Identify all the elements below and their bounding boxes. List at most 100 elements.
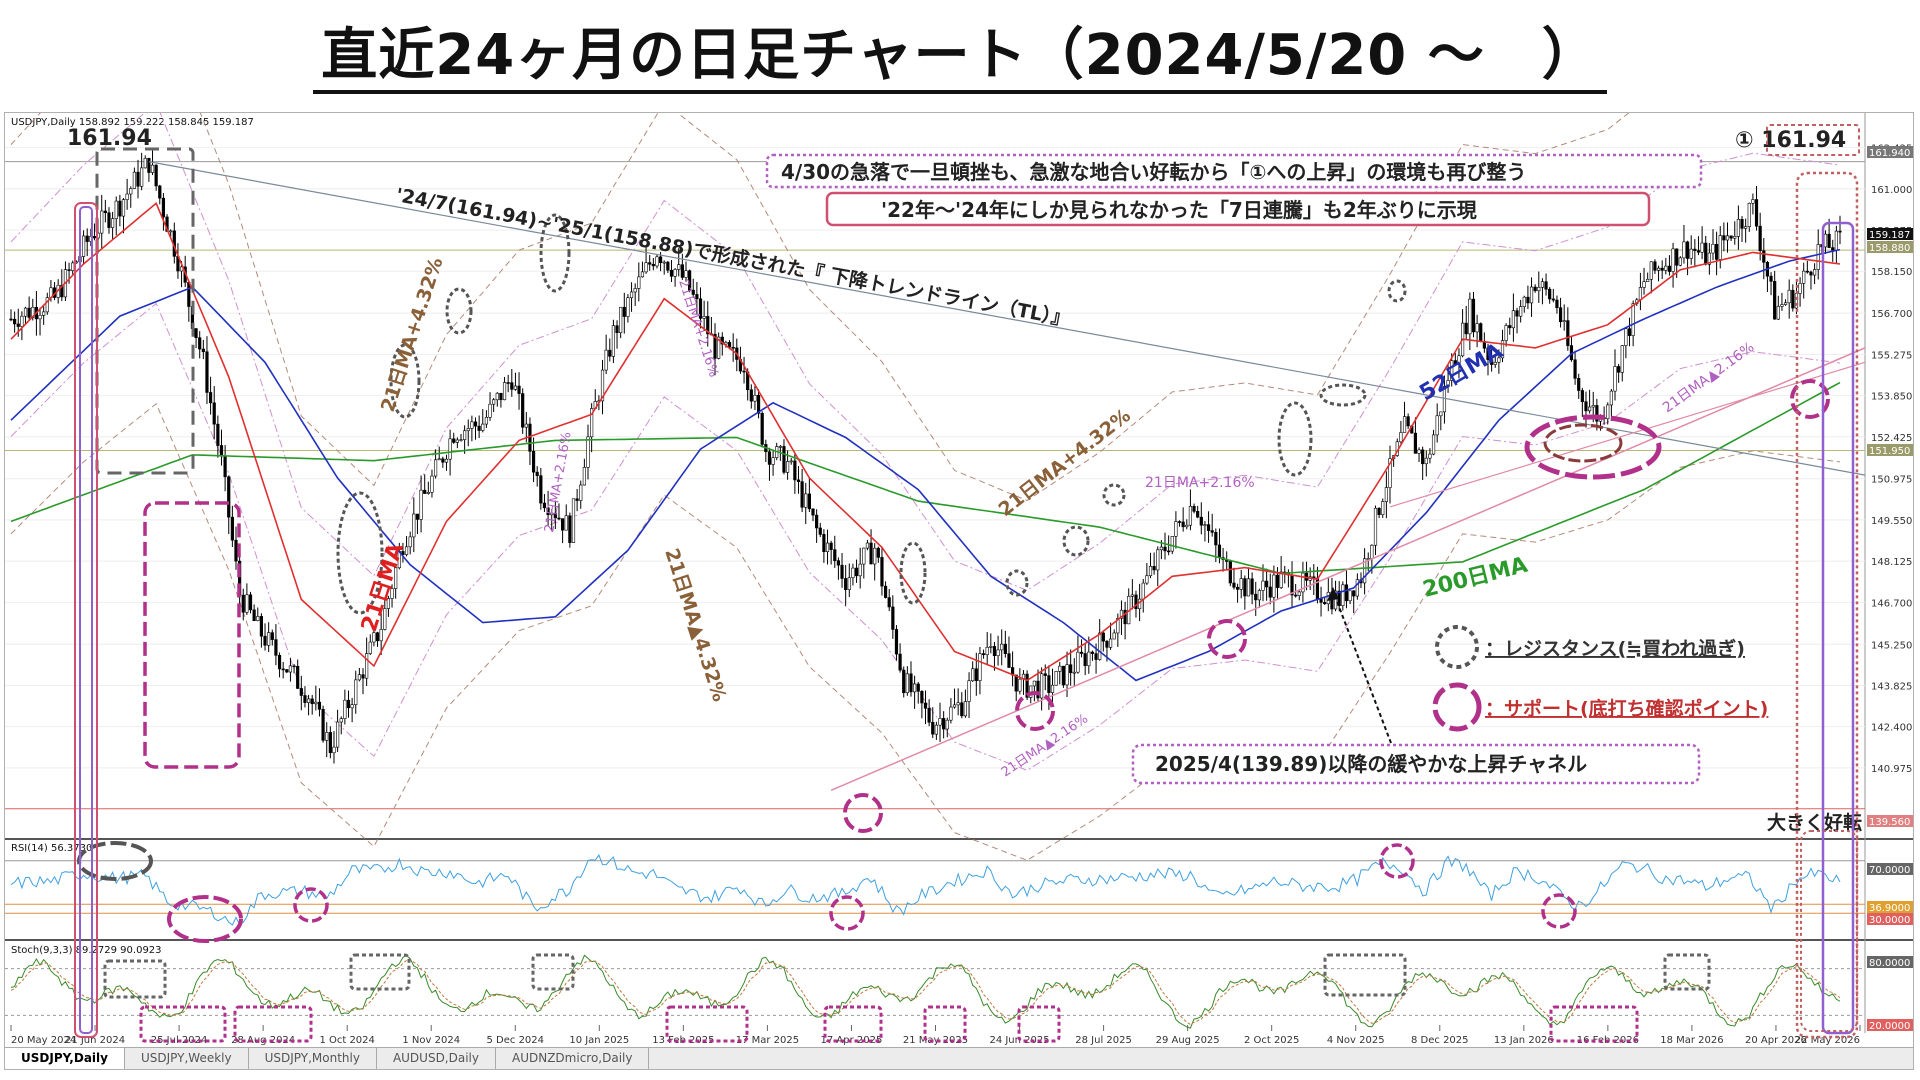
candle-body	[1323, 602, 1327, 605]
candle-body	[1783, 302, 1788, 305]
candle-body	[1548, 288, 1552, 300]
candle-body	[1341, 584, 1345, 607]
candle-body	[1014, 674, 1018, 692]
candle-body	[702, 316, 706, 319]
candle-body	[42, 311, 46, 316]
candle-body	[1700, 242, 1704, 253]
tab-audusd-daily[interactable]: AUDUSD,Daily	[377, 1048, 496, 1069]
candle-body	[1232, 582, 1236, 588]
price-tag-bg-151950	[1867, 444, 1913, 456]
rsi-marker	[1541, 893, 1577, 929]
candle-body	[1685, 241, 1690, 259]
candle-body	[1421, 449, 1425, 465]
candle-body	[524, 423, 528, 428]
candle-body	[23, 307, 28, 317]
y-tick-label: 156.700	[1871, 309, 1912, 320]
mt4-chart-window[interactable]: USDJPY,Daily 158.892 159.222 158.845 159…	[4, 112, 1914, 1070]
candle-body	[1595, 405, 1599, 422]
candle-body	[619, 306, 623, 334]
candle-body	[753, 394, 757, 402]
candle-body	[1061, 665, 1066, 686]
resistance-marker	[899, 541, 927, 605]
candle-body	[1435, 415, 1439, 436]
candle-body	[1555, 299, 1559, 309]
candle-body	[557, 517, 561, 520]
candle-body	[695, 294, 699, 300]
candle-body	[789, 460, 793, 463]
tab-usdjpy-weekly[interactable]: USDJPY,Weekly	[125, 1048, 249, 1069]
tab-usdjpy-daily[interactable]: USDJPY,Daily	[5, 1048, 125, 1069]
support-marker	[1015, 691, 1055, 731]
candle-body	[1638, 287, 1643, 301]
stoch-signal-line	[10, 959, 1841, 1026]
candle-body	[1689, 248, 1693, 259]
ma200-line	[10, 381, 1841, 575]
candle-body	[419, 489, 423, 520]
candle-body	[1072, 671, 1076, 674]
candle-body	[444, 458, 449, 463]
candle-body	[1047, 675, 1051, 693]
tab-audnzd-daily[interactable]: AUDNZDmicro,Daily	[496, 1048, 650, 1069]
candle-body	[1301, 572, 1305, 593]
title-text: 直近24ヶ月の日足チャート（2024/5/20 ～ ）	[313, 23, 1607, 94]
note1-box	[765, 153, 1703, 189]
candle-body	[336, 721, 340, 748]
rsi-tag-70: 70.0000	[1869, 865, 1910, 876]
candle-body	[1751, 199, 1755, 204]
candle-body	[1235, 586, 1240, 590]
x-tick-label: 1 Oct 2024	[319, 1035, 374, 1046]
x-tick-label: 22 May 2026	[1795, 1035, 1860, 1046]
candle-body	[205, 351, 209, 393]
candle-body	[1188, 506, 1193, 526]
candle-body	[92, 236, 97, 239]
rsi-marker	[829, 895, 865, 931]
channel-arrow-head	[1327, 587, 1339, 601]
candle-body	[455, 439, 459, 443]
x-tick-label: 21 May 2025	[903, 1035, 968, 1046]
candle-body	[1744, 226, 1748, 229]
candle-body	[891, 606, 895, 630]
candle-body	[1431, 434, 1436, 455]
candle-body	[1631, 303, 1635, 336]
price-chart[interactable]: USDJPY,Daily 158.892 159.222 158.845 159…	[5, 113, 1913, 1047]
candle-body	[590, 408, 594, 438]
candle-body	[114, 200, 118, 219]
candle-body	[1007, 653, 1011, 668]
candle-body	[248, 594, 253, 611]
candle-body	[927, 707, 931, 723]
candle-body	[394, 567, 398, 589]
candle-body	[121, 199, 126, 217]
candle-body	[1468, 298, 1472, 335]
candle-body	[1446, 380, 1450, 387]
resistance-marker	[1319, 383, 1367, 407]
candle-body	[1664, 265, 1668, 271]
candle-body	[898, 653, 902, 671]
tab-usdjpy-monthly[interactable]: USDJPY,Monthly	[249, 1048, 377, 1069]
candle-body	[1515, 310, 1519, 317]
candle-body	[437, 458, 441, 461]
candle-body	[1707, 252, 1711, 265]
candle-body	[216, 423, 220, 446]
candle-body	[372, 632, 376, 643]
stoch-oversold-box	[1017, 1005, 1061, 1043]
stoch-oversold-box	[1549, 1005, 1639, 1043]
highlight-box-right-red	[1795, 171, 1859, 1039]
big-turn-label: 大きく好転	[1767, 811, 1862, 834]
stoch-overbought-box	[349, 953, 411, 991]
candle-body	[274, 639, 278, 656]
candle-body	[470, 421, 474, 429]
candle-body	[1239, 578, 1243, 590]
candle-body	[629, 291, 634, 299]
candle-body	[132, 171, 136, 189]
envelope-line	[10, 113, 1630, 502]
candle-body	[785, 461, 790, 473]
candle-body	[796, 479, 801, 482]
candle-body	[1130, 594, 1134, 597]
candle-body	[869, 542, 873, 565]
x-tick-label: 21 Jun 2024	[65, 1035, 125, 1046]
candle-body	[1584, 401, 1588, 412]
stoch-oversold-box	[139, 1005, 227, 1043]
ma52-line	[10, 248, 1841, 682]
candle-body	[390, 588, 394, 599]
stoch-tag-bg-20	[1867, 1019, 1913, 1031]
